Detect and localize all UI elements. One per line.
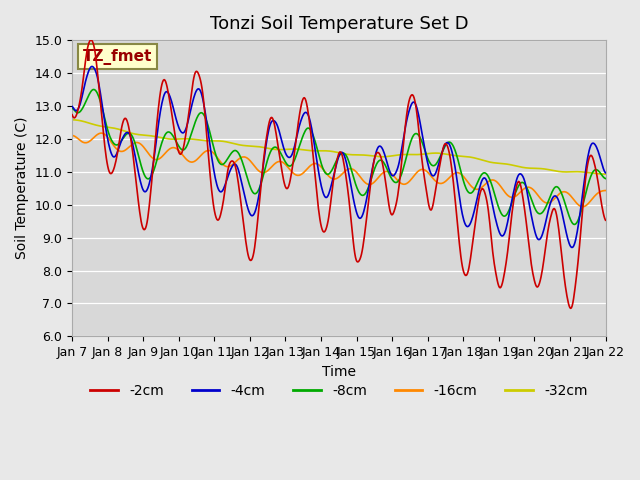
Text: TZ_fmet: TZ_fmet bbox=[83, 49, 152, 65]
Y-axis label: Soil Temperature (C): Soil Temperature (C) bbox=[15, 117, 29, 260]
Title: Tonzi Soil Temperature Set D: Tonzi Soil Temperature Set D bbox=[209, 15, 468, 33]
X-axis label: Time: Time bbox=[322, 365, 356, 379]
Legend: -2cm, -4cm, -8cm, -16cm, -32cm: -2cm, -4cm, -8cm, -16cm, -32cm bbox=[84, 378, 593, 404]
